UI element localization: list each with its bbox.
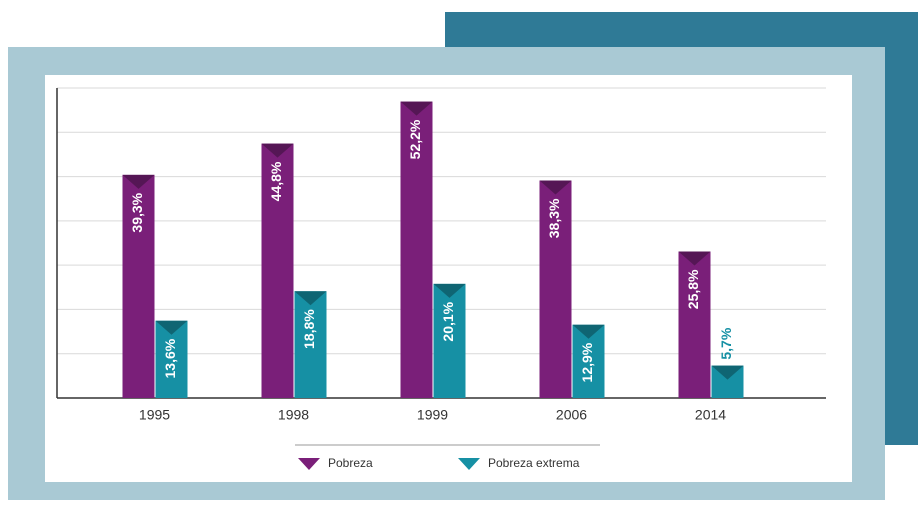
- value-label: 52,2%: [407, 119, 423, 159]
- bar-cap: [433, 283, 466, 298]
- bar-cap: [122, 174, 155, 189]
- value-label: 13,6%: [162, 338, 178, 378]
- bar: [294, 291, 327, 398]
- bar-cap: [678, 251, 711, 266]
- bar-cap: [261, 143, 294, 158]
- bar-cap: [155, 320, 188, 335]
- value-label: 44,8%: [268, 161, 284, 201]
- bar-cap: [539, 180, 572, 195]
- bar-cap: [572, 324, 605, 339]
- bar-cap: [294, 291, 327, 306]
- x-tick-label: 2014: [695, 407, 726, 423]
- value-label: 20,1%: [440, 301, 456, 341]
- bar-cap: [400, 101, 433, 116]
- bar: [122, 174, 155, 398]
- value-label: 39,3%: [129, 192, 145, 232]
- value-label: 18,8%: [301, 309, 317, 349]
- bar: [539, 180, 572, 398]
- bar: [400, 101, 433, 398]
- legend-label: Pobreza: [328, 456, 373, 470]
- x-tick-label: 2006: [556, 407, 587, 423]
- value-label: 5,7%: [718, 327, 734, 359]
- bar-cap: [711, 365, 744, 380]
- legend-label: Pobreza extrema: [488, 456, 580, 470]
- x-tick-label: 1998: [278, 407, 309, 423]
- bar: [261, 143, 294, 398]
- legend-marker: [458, 458, 480, 470]
- value-label: 12,9%: [579, 342, 595, 382]
- panel: [45, 75, 852, 482]
- bar: [433, 283, 466, 398]
- x-tick-label: 1999: [417, 407, 448, 423]
- legend-marker: [298, 458, 320, 470]
- x-tick-label: 1995: [139, 407, 170, 423]
- value-label: 25,8%: [685, 269, 701, 309]
- bar: [678, 251, 711, 398]
- value-label: 38,3%: [546, 198, 562, 238]
